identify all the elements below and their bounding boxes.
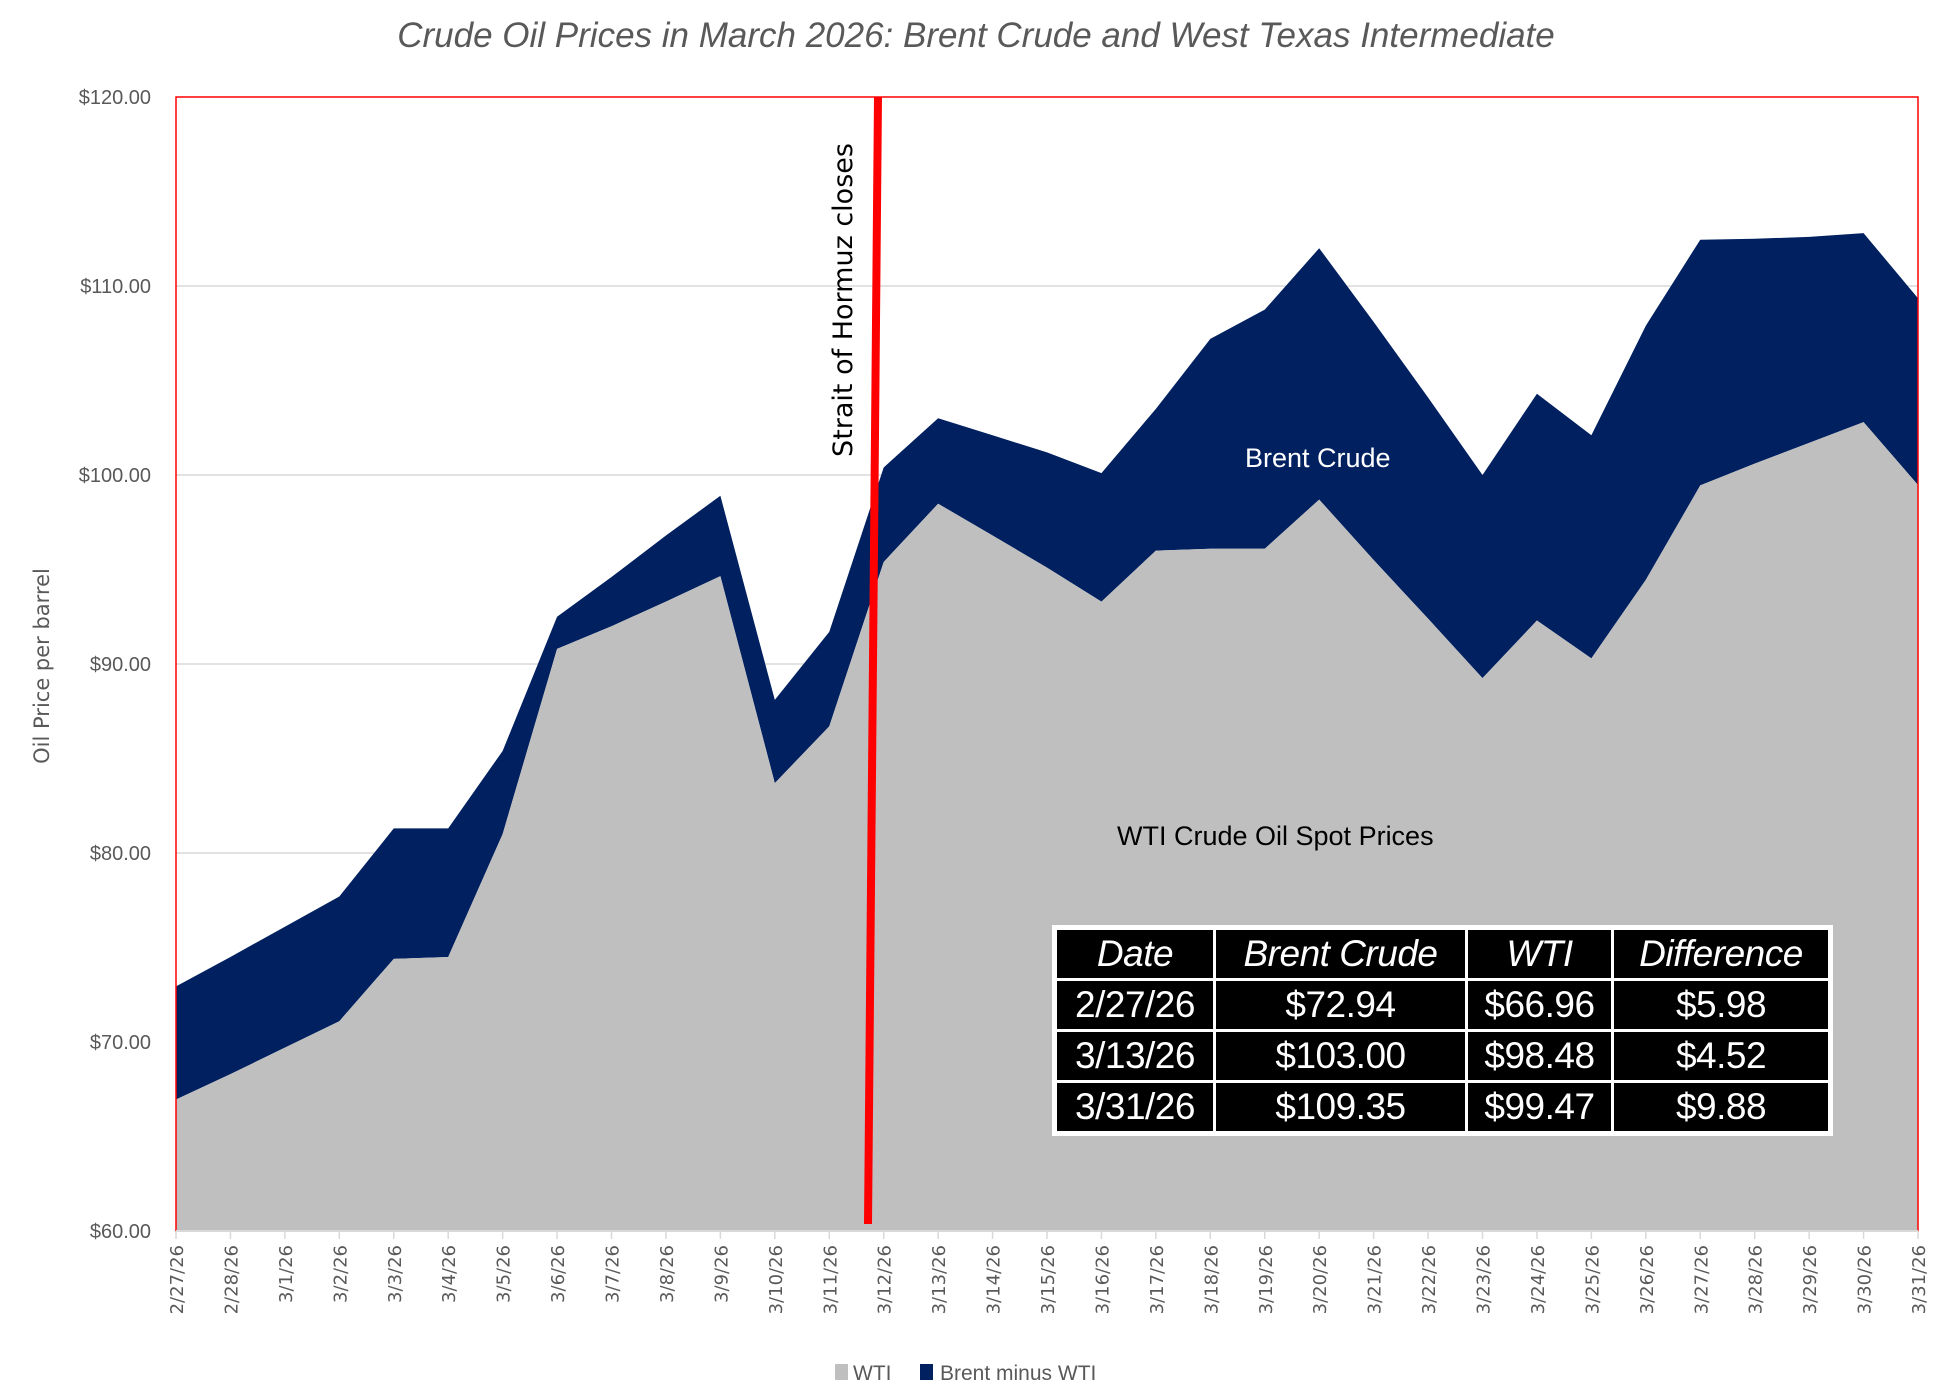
x-tick-label: 3/23/26 — [1474, 1245, 1495, 1314]
cell-date: 2/27/26 — [1053, 978, 1216, 1032]
x-tick-label: 3/7/26 — [603, 1245, 624, 1303]
y-tick-label: $60.00 — [90, 1221, 151, 1243]
cell-brent: $109.35 — [1213, 1080, 1468, 1135]
x-tick-label: 3/11/26 — [820, 1245, 841, 1314]
x-tick-label: 3/12/26 — [875, 1245, 896, 1314]
x-tick-label: 3/22/26 — [1419, 1245, 1440, 1314]
x-tick-label: 3/10/26 — [766, 1245, 787, 1314]
wti-label: WTI Crude Oil Spot Prices — [1117, 821, 1434, 851]
x-tick-label: 3/15/26 — [1038, 1245, 1059, 1314]
x-tick-label: 3/13/26 — [929, 1245, 950, 1314]
hormuz-annotation: Strait of Hormuz closes — [828, 143, 859, 457]
x-tick-label: 3/18/26 — [1201, 1245, 1222, 1314]
x-tick-label: 3/1/26 — [276, 1245, 297, 1303]
x-tick-label: 3/20/26 — [1310, 1245, 1331, 1314]
y-tick-label: $110.00 — [80, 276, 151, 298]
x-tick-label: 3/3/26 — [385, 1245, 406, 1303]
y-tick-label: $100.00 — [79, 465, 151, 487]
x-tick-label: 3/24/26 — [1528, 1245, 1549, 1314]
x-tick-label: 3/17/26 — [1147, 1245, 1168, 1314]
table-row: 3/13/26 $103.00 $98.48 $4.52 — [1053, 1029, 1832, 1083]
x-tick-label: 3/29/26 — [1800, 1245, 1821, 1314]
table-row: 3/31/26 $109.35 $99.47 $9.88 — [1053, 1080, 1832, 1135]
table-row: 2/27/26 $72.94 $66.96 $5.98 — [1053, 978, 1832, 1032]
x-tick-label: 3/8/26 — [657, 1245, 678, 1303]
header-wti: WTI — [1465, 926, 1614, 981]
cell-date: 3/31/26 — [1053, 1080, 1216, 1135]
x-tick-label: 3/28/26 — [1746, 1245, 1767, 1314]
cell-difference: $4.52 — [1611, 1029, 1832, 1083]
cell-brent: $72.94 — [1213, 978, 1468, 1032]
y-tick-label: $80.00 — [90, 843, 151, 865]
x-tick-label: 3/26/26 — [1637, 1245, 1658, 1314]
x-tick-label: 3/25/26 — [1582, 1245, 1603, 1314]
x-tick-label: 2/28/26 — [221, 1245, 242, 1314]
cell-difference: $9.88 — [1611, 1080, 1832, 1135]
x-tick-label: 3/27/26 — [1691, 1245, 1712, 1314]
table-header-row: Date Brent Crude WTI Difference — [1053, 926, 1832, 981]
x-tick-label: 3/14/26 — [984, 1245, 1005, 1314]
legend-swatch-brent-minus-wti — [920, 1364, 933, 1380]
x-tick-label: 3/21/26 — [1365, 1245, 1386, 1314]
x-tick-label: 3/4/26 — [439, 1245, 460, 1303]
x-tick-label: 3/16/26 — [1092, 1245, 1113, 1314]
x-tick-label: 3/30/26 — [1855, 1245, 1876, 1314]
x-tick-label: 3/2/26 — [330, 1245, 351, 1303]
cell-wti: $66.96 — [1465, 978, 1614, 1032]
cell-wti: $98.48 — [1465, 1029, 1614, 1083]
y-tick-label: $70.00 — [90, 1032, 151, 1054]
x-tick-label: 3/6/26 — [548, 1245, 569, 1303]
hormuz-event-line — [864, 96, 882, 1225]
x-tick-label: 3/5/26 — [494, 1245, 515, 1303]
header-date: Date — [1053, 926, 1216, 981]
x-tick-label: 3/9/26 — [711, 1245, 732, 1303]
x-tick-label: 3/19/26 — [1256, 1245, 1277, 1314]
cell-date: 3/13/26 — [1053, 1029, 1216, 1083]
cell-brent: $103.00 — [1213, 1029, 1468, 1083]
header-brent: Brent Crude — [1213, 926, 1468, 981]
cell-difference: $5.98 — [1611, 978, 1832, 1032]
legend-swatch-wti — [835, 1364, 848, 1380]
chart-title: Crude Oil Prices in March 2026: Brent Cr… — [397, 16, 1555, 55]
y-axis-title: Oil Price per barrel — [30, 568, 54, 764]
cell-wti: $99.47 — [1465, 1080, 1614, 1135]
legend-label-wti: WTI — [853, 1362, 891, 1385]
brent-minus-wti-area — [176, 233, 1918, 1100]
x-tick-label: 2/27/26 — [167, 1245, 188, 1314]
x-tick-label: 3/31/26 — [1909, 1245, 1930, 1314]
header-difference: Difference — [1611, 926, 1832, 981]
y-tick-label: $90.00 — [90, 654, 151, 676]
price-table: Date Brent Crude WTI Difference 2/27/26 … — [1052, 925, 1833, 1136]
legend-label-brent-minus-wti: Brent minus WTI — [940, 1362, 1096, 1385]
y-tick-label: $120.00 — [79, 87, 151, 109]
brent-crude-label: Brent Crude — [1245, 443, 1391, 473]
